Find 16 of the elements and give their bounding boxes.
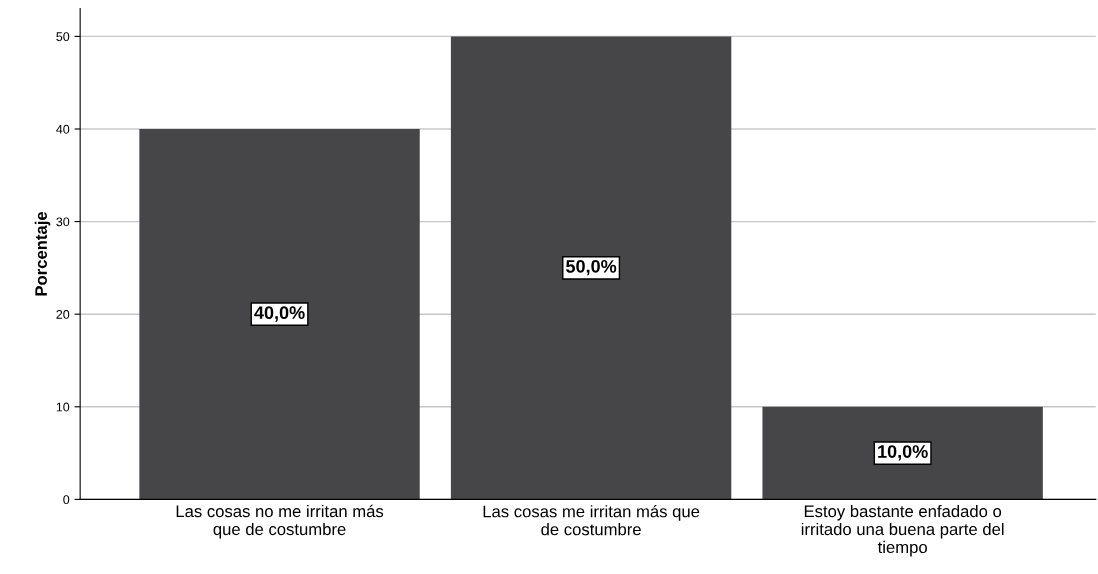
y-axis-title: Porcentaje	[34, 211, 51, 296]
x-tick-label: Las cosas no me irritan más que de costumbre	[176, 504, 384, 539]
y-tick-label: 20	[56, 309, 70, 319]
y-tick-label: 0	[63, 495, 70, 505]
y-tick-label: 50	[56, 32, 70, 42]
y-tick-label: 30	[56, 217, 70, 227]
bar	[762, 406, 1043, 500]
x-tick-label: Las cosas me irritan más que de costumbre	[483, 504, 700, 536]
bar	[450, 36, 732, 500]
data-label: 10,0%	[878, 445, 928, 461]
x-tick-label: Estoy bastante enfadado o irritado una buena parte del tiempo	[801, 504, 1004, 557]
y-tick-label: 40	[56, 124, 70, 134]
bar	[139, 128, 420, 500]
data-label: 50,0%	[566, 259, 617, 276]
y-tick-label: 10	[56, 402, 70, 412]
data-label: 40,0%	[254, 306, 305, 322]
